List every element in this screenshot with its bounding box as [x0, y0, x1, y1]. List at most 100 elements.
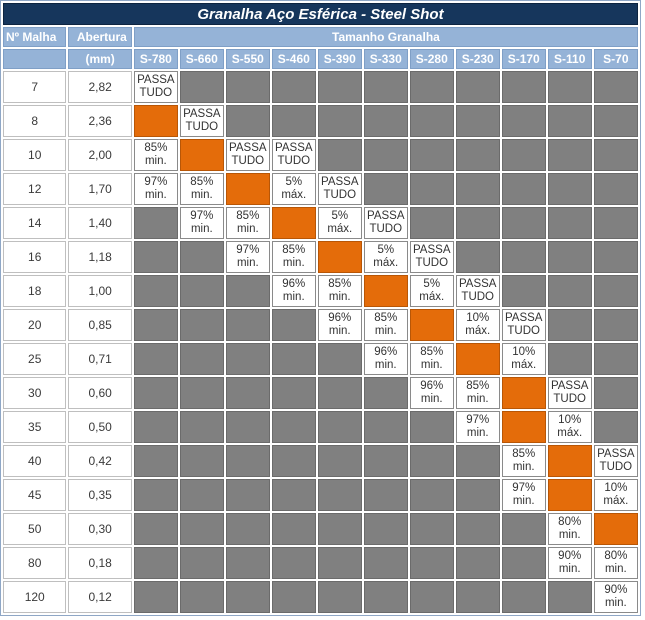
empty-gray-cell — [455, 105, 500, 137]
spec-cell: 10% máx. — [455, 309, 500, 341]
spec-value: 5% — [285, 176, 303, 188]
empty-gray-cell — [455, 445, 500, 477]
spec-cell: 5% máx. — [363, 241, 408, 273]
spec-cell: 5% máx. — [271, 173, 316, 205]
spec-qualifier: min. — [604, 597, 627, 609]
empty-gray-cell — [133, 207, 178, 239]
spec-cell: 97% min. — [455, 411, 500, 443]
empty-gray-cell — [133, 581, 178, 613]
opening-value: 0,35 — [68, 479, 132, 511]
empty-gray-cell — [547, 343, 592, 375]
spec-qualifier: min. — [374, 325, 397, 337]
mesh-number: 7 — [3, 71, 67, 103]
spec-value: 10% — [558, 414, 582, 426]
opening-value: 0,12 — [68, 581, 132, 613]
spec-value: 85% — [512, 448, 536, 460]
highlight-cell — [455, 343, 500, 375]
empty-gray-cell — [455, 513, 500, 545]
mesh-number: 120 — [3, 581, 67, 613]
empty-gray-cell — [547, 71, 592, 103]
spec-value: 96% — [374, 346, 398, 358]
empty-gray-cell — [271, 343, 316, 375]
table-row: 80 0,18 90% min. 80% min. — [3, 547, 638, 579]
empty-gray-cell — [317, 377, 362, 409]
opening-value: 1,18 — [68, 241, 132, 273]
table-row: 14 1,40 97% min. 85% min. 5% máx. PASSA TUDO — [3, 207, 638, 239]
empty-gray-cell — [271, 105, 316, 137]
opening-value: 0,71 — [68, 343, 132, 375]
spec-cell: 80% min. — [593, 547, 638, 579]
size-header-s-230: S-230 — [455, 49, 500, 69]
table-row: 20 0,85 96% min. 85% min. 10% máx. PASSA TUDO — [3, 309, 638, 341]
spec-cell: PASSA TUDO — [225, 139, 270, 171]
empty-gray-cell — [179, 411, 224, 443]
mesh-number: 30 — [3, 377, 67, 409]
spec-qualifier: TUDO — [369, 223, 403, 235]
spec-qualifier: min. — [374, 359, 397, 371]
spec-value: 5% — [331, 210, 349, 222]
empty-gray-cell — [501, 241, 546, 273]
spec-cell: PASSA TUDO — [317, 173, 362, 205]
mesh-unit-cell — [3, 49, 67, 69]
empty-gray-cell — [317, 547, 362, 579]
empty-gray-cell — [455, 71, 500, 103]
table-row: 35 0,50 97% min. 10% máx. — [3, 411, 638, 443]
mesh-number: 14 — [3, 207, 67, 239]
empty-gray-cell — [547, 105, 592, 137]
spec-cell: 10% máx. — [501, 343, 546, 375]
empty-gray-cell — [501, 139, 546, 171]
mesh-number: 10 — [3, 139, 67, 171]
spec-qualifier: TUDO — [139, 87, 173, 99]
empty-gray-cell — [363, 411, 408, 443]
opening-header: Abertura — [68, 27, 132, 47]
empty-gray-cell — [593, 173, 638, 205]
spec-value: 85% — [328, 278, 352, 290]
empty-gray-cell — [363, 105, 408, 137]
empty-gray-cell — [317, 445, 362, 477]
spec-cell: PASSA TUDO — [363, 207, 408, 239]
spec-cell: PASSA TUDO — [179, 105, 224, 137]
spec-value: PASSA — [550, 380, 589, 392]
empty-gray-cell — [225, 275, 270, 307]
spec-value: PASSA — [183, 108, 221, 120]
empty-gray-cell — [593, 207, 638, 239]
empty-gray-cell — [501, 581, 546, 613]
spec-value: 85% — [190, 176, 214, 188]
spec-value: 10% — [604, 482, 628, 494]
empty-gray-cell — [593, 139, 638, 171]
mesh-number: 80 — [3, 547, 67, 579]
spec-value: 5% — [423, 278, 441, 290]
empty-gray-cell — [547, 207, 592, 239]
empty-gray-cell — [225, 513, 270, 545]
empty-gray-cell — [133, 547, 178, 579]
spec-value: 97% — [466, 414, 490, 426]
table-row: 30 0,60 96% min. 85% min. PASSA TUDO — [3, 377, 638, 409]
highlight-cell — [547, 479, 592, 511]
empty-gray-cell — [455, 241, 500, 273]
spec-cell: 85% min. — [363, 309, 408, 341]
mesh-header: Nº Malha — [3, 27, 67, 47]
mesh-number: 16 — [3, 241, 67, 273]
empty-gray-cell — [133, 241, 178, 273]
mesh-number: 35 — [3, 411, 67, 443]
empty-gray-cell — [501, 173, 546, 205]
empty-gray-cell — [179, 445, 224, 477]
table-row: 25 0,71 96% min. 85% min. 10% máx. — [3, 343, 638, 375]
spec-cell: 5% máx. — [409, 275, 454, 307]
table-row: 40 0,42 85% min. PASSA TUDO — [3, 445, 638, 477]
empty-gray-cell — [133, 275, 178, 307]
highlight-cell — [133, 105, 178, 137]
empty-gray-cell — [225, 377, 270, 409]
spec-value: 85% — [420, 346, 444, 358]
highlight-cell — [363, 275, 408, 307]
empty-gray-cell — [409, 445, 454, 477]
opening-unit: (mm) — [68, 49, 132, 69]
empty-gray-cell — [179, 275, 224, 307]
empty-gray-cell — [547, 173, 592, 205]
empty-gray-cell — [317, 581, 362, 613]
empty-gray-cell — [133, 513, 178, 545]
spec-cell: 80% min. — [547, 513, 592, 545]
empty-gray-cell — [133, 445, 178, 477]
empty-gray-cell — [271, 445, 316, 477]
